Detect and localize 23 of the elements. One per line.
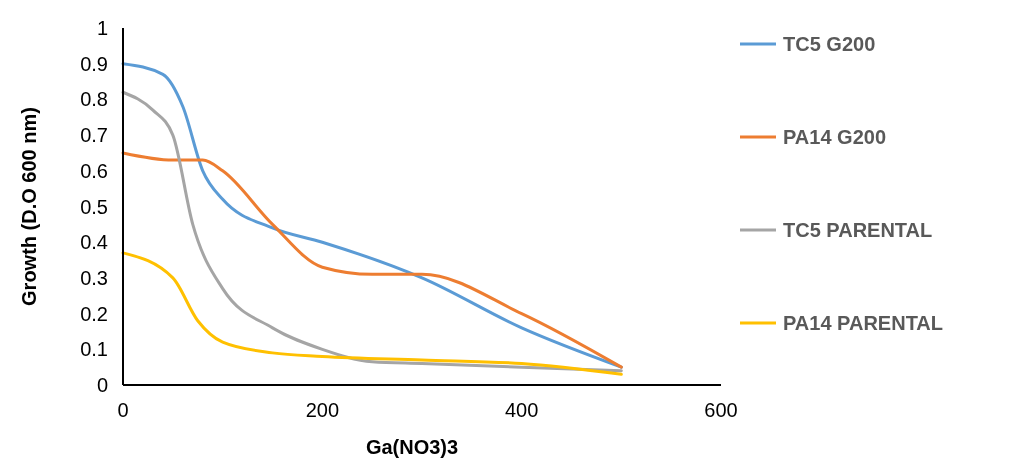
y-tick-label: 0.1 [80,338,108,361]
y-axis-title: Growth (D.O 600 nm) [18,107,40,306]
y-tick-label: 0.8 [80,88,108,111]
y-tick-label: 0.9 [80,52,108,75]
legend-label: PA14 PARENTAL [783,312,944,334]
x-tick-label: 600 [704,399,738,421]
line-series [121,251,623,376]
legend-label: TC5 G200 [783,33,876,55]
x-tick-label: 200 [305,399,340,421]
legend-label: TC5 PARENTAL [783,219,933,241]
y-tick-label: 0.4 [80,231,108,254]
y-tick-label: 0.5 [80,195,108,218]
y-tick-label: 0.6 [80,159,108,182]
y-tick-label: 0.3 [80,266,108,289]
x-tick-label: 400 [504,399,539,421]
legend-label: PA14 G200 [783,126,887,148]
x-tick-label: 0 [117,399,129,421]
y-tick-label: 1 [96,17,108,39]
x-axis-title: Ga(NO3)3 [365,436,459,458]
y-tick-label: 0.7 [80,124,108,147]
y-tick-label: 0.2 [80,302,108,325]
y-tick-label: 0 [96,374,108,396]
line-series [121,151,623,369]
